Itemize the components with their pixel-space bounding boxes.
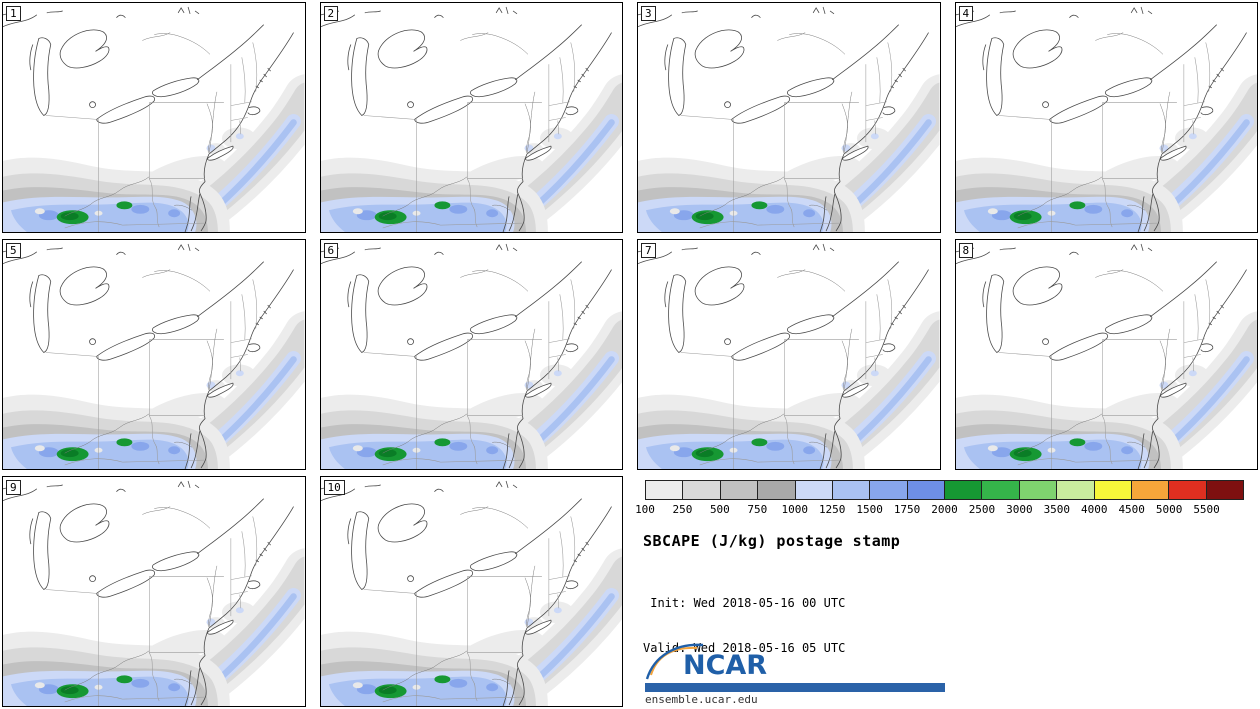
map-svg: [3, 477, 305, 706]
colorbar-tick-label: 1250: [818, 503, 846, 516]
colorbar-tick-label: 5000: [1155, 503, 1183, 516]
colorbar-segment: [1206, 481, 1243, 499]
colorbar-tick-label: 4000: [1081, 503, 1108, 516]
forecast-panel: 3: [637, 2, 941, 233]
forecast-panel: 9: [2, 476, 306, 707]
colorbar-segment: [832, 481, 871, 499]
colorbar-segment: [982, 481, 1020, 499]
colorbar-tick-label: 5500: [1193, 503, 1220, 516]
map-svg: [956, 3, 1258, 232]
map-svg: [638, 3, 940, 232]
colorbar-segment: [1057, 481, 1095, 499]
panel-number-badge: 4: [958, 6, 974, 21]
map-svg: [3, 240, 305, 469]
logo-bar: [645, 683, 945, 692]
colorbar: [645, 480, 1244, 500]
valid-time: Valid: Wed 2018-05-16 05 UTC: [643, 641, 846, 655]
colorbar-tick-label: 2000: [931, 503, 958, 516]
map-svg: [321, 3, 623, 232]
colorbar-tick-label: 1000: [781, 503, 809, 516]
panel-number-badge: 7: [641, 243, 656, 258]
product-title: SBCAPE (J/kg) postage stamp: [643, 532, 901, 550]
legend-block: 100 250 500 750 1000 1250 1500 1750 2000 2500 3000…: [635, 476, 1258, 707]
colorbar-tick-label: 2500: [968, 503, 996, 516]
panel-number-badge: 6: [323, 243, 339, 258]
colorbar-segment: [907, 481, 945, 499]
forecast-panel: 5: [2, 239, 306, 470]
forecast-panel: 1: [2, 2, 306, 233]
forecast-panel: 6: [319, 239, 623, 470]
colorbar-tick-label: 1750: [893, 503, 921, 516]
colorbar-segment: [1169, 481, 1207, 499]
forecast-panel: 8: [954, 239, 1258, 470]
colorbar-tick-label: 750: [747, 503, 768, 516]
colorbar-tick-label: 250: [672, 503, 693, 516]
colorbar-tick-label: 1500: [856, 503, 883, 516]
colorbar-segment: [758, 481, 796, 499]
forecast-panel: 2: [319, 2, 623, 233]
colorbar-segment: [1131, 481, 1170, 499]
init-time: Init: Wed 2018-05-16 00 UTC: [643, 596, 846, 610]
colorbar-tick-label: 4500: [1118, 503, 1145, 516]
map-svg: [638, 240, 940, 469]
colorbar-segment: [1019, 481, 1058, 499]
ncar-logo-text: NCAR: [683, 650, 767, 681]
panel-number-badge: 1: [6, 6, 21, 21]
forecast-panel: 10: [319, 476, 623, 707]
map-svg: [956, 240, 1258, 469]
colorbar-tick-label: 500: [709, 503, 730, 516]
map-svg: [3, 3, 305, 232]
map-svg: [321, 477, 623, 706]
ncar-logo: NCAR: [645, 643, 767, 681]
colorbar-segment: [795, 481, 833, 499]
forecast-panel: 4: [954, 2, 1258, 233]
ncar-branding: NCAR ensemble.ucar.edu: [645, 641, 945, 706]
panel-number-badge: 10: [323, 480, 345, 495]
colorbar-segment: [720, 481, 759, 499]
panel-number-badge: 8: [958, 243, 974, 258]
colorbar-tick-label: 3000: [1006, 503, 1033, 516]
panel-number-badge: 5: [6, 243, 21, 258]
colorbar-ticks: 100 250 500 750 1000 1250 1500 1750 2000 2500 3000…: [635, 503, 1244, 517]
init-valid-times: Init: Wed 2018-05-16 00 UTC Valid: Wed 2…: [643, 566, 845, 686]
colorbar-segment: [683, 481, 721, 499]
colorbar-tick-label: 3500: [1043, 503, 1071, 516]
panel-number-badge: 9: [6, 480, 21, 495]
map-svg: [321, 240, 623, 469]
panel-number-badge: 2: [323, 6, 339, 21]
colorbar-segment: [945, 481, 983, 499]
logo-swoosh-blue-icon: [645, 643, 704, 680]
site-url: ensemble.ucar.edu: [645, 693, 758, 706]
forecast-panel: 7: [637, 239, 941, 470]
colorbar-tick-label: 100: [635, 503, 655, 516]
panel-number-badge: 3: [641, 6, 656, 21]
colorbar-segment: [1094, 481, 1132, 499]
colorbar-segment: [870, 481, 908, 499]
colorbar-segment: [646, 481, 684, 499]
